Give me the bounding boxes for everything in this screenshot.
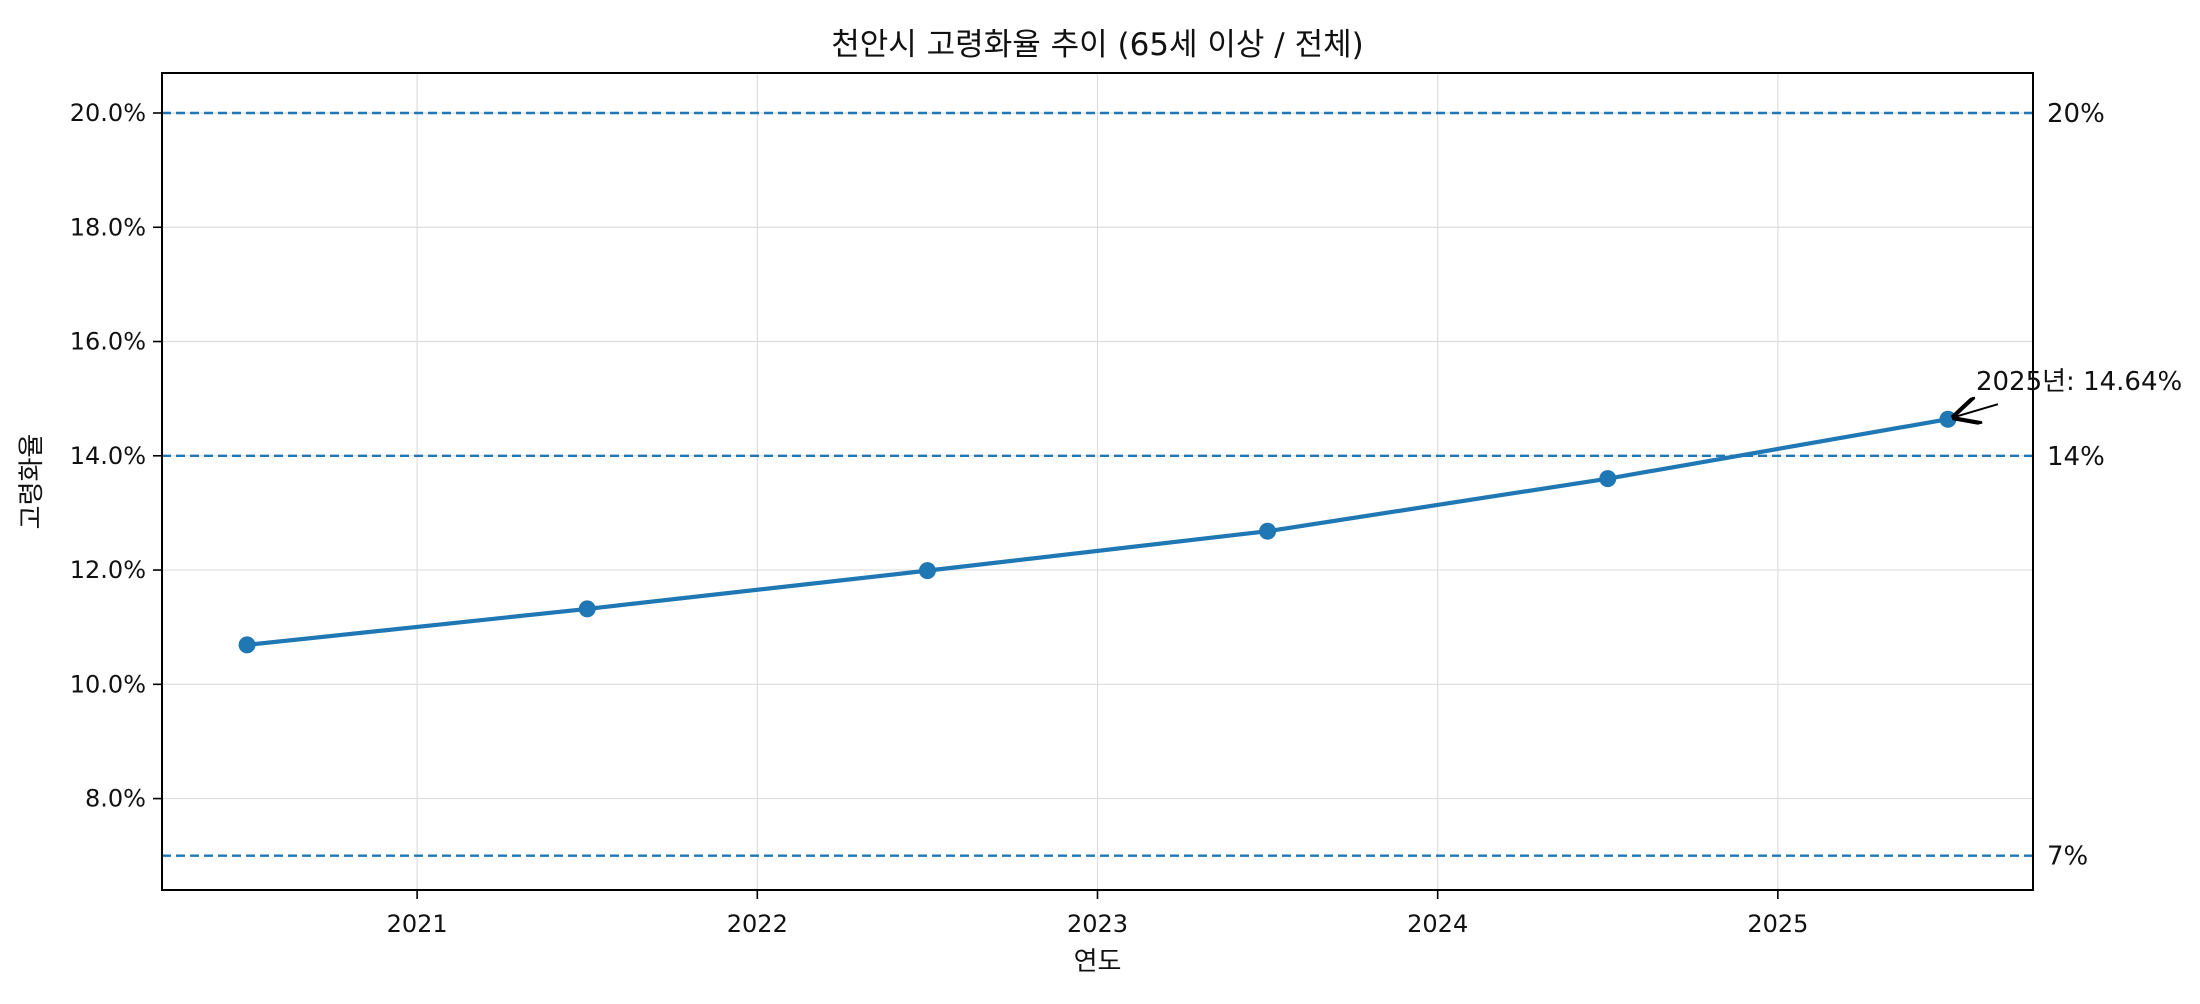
y-axis-title: 고령화율 bbox=[17, 434, 47, 530]
x-axis-title: 연도 bbox=[1074, 947, 1122, 977]
x-tick-label: 2022 bbox=[727, 910, 788, 938]
data-point bbox=[1939, 410, 1957, 428]
annotation-arrow bbox=[1954, 404, 1999, 417]
annotation-layer: 2025년: 14.64% bbox=[1954, 367, 2182, 417]
series-line bbox=[244, 417, 1951, 648]
reference-line-label: 14% bbox=[2047, 442, 2105, 472]
x-tick-label: 2021 bbox=[387, 910, 448, 938]
y-tick-label: 14.0% bbox=[70, 442, 146, 470]
x-tick-label: 2023 bbox=[1067, 910, 1128, 938]
data-point bbox=[578, 600, 596, 618]
data-point bbox=[918, 562, 936, 580]
y-tick-label: 10.0% bbox=[70, 670, 146, 698]
annotation-label: 2025년: 14.64% bbox=[1976, 367, 2182, 397]
reference-lines: 20% 14% 7% bbox=[162, 99, 2105, 872]
y-tick-label: 12.0% bbox=[70, 556, 146, 584]
data-point bbox=[238, 636, 256, 654]
series-layer bbox=[238, 410, 1957, 654]
chart-title: 천안시 고령화율 추이 (65세 이상 / 전체) bbox=[831, 27, 1363, 63]
x-tick-label: 2024 bbox=[1407, 910, 1468, 938]
reference-line-label: 20% bbox=[2047, 99, 2105, 129]
y-tick-label: 20.0% bbox=[70, 99, 146, 127]
reference-line-label: 7% bbox=[2047, 842, 2088, 872]
y-tick-label: 16.0% bbox=[70, 328, 146, 356]
y-tick-label: 18.0% bbox=[70, 213, 146, 241]
y-tick-label: 8.0% bbox=[85, 785, 146, 813]
grid bbox=[162, 73, 2033, 890]
data-point bbox=[1259, 522, 1277, 540]
x-tick-label: 2025 bbox=[1747, 910, 1808, 938]
data-point bbox=[1599, 470, 1617, 488]
axis-ticks: 2021 2022 2023 2024 2025 8.0% 10.0% 12.0% 14.0% 1… bbox=[70, 99, 1809, 938]
